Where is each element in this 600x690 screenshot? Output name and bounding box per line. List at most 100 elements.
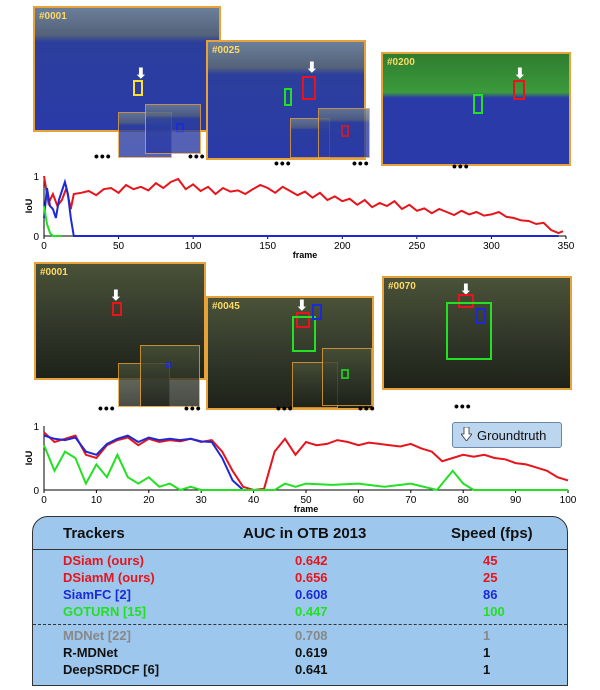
frame-number: #0200 [387,57,415,68]
speed-value: 1 [483,662,491,677]
auc-value: 0.641 [295,662,328,677]
table-row: SiamFC [2] 0.608 86 [33,587,567,604]
ellipsis: ••• [98,400,116,416]
x-tick-label: 200 [334,241,351,252]
speed-value: 25 [483,570,498,585]
iou-plot-top: 0 50 100 150 200 250 300 350 0 1 frame IoU [0,170,600,262]
auc-value: 0.642 [295,553,328,568]
groundtruth-arrow-icon: ⬇ [135,65,147,81]
auc-value: 0.447 [295,604,328,619]
frame-number: #0001 [40,267,68,278]
groundtruth-arrow-icon: ⬇ [306,59,318,75]
auc-value: 0.708 [295,628,328,643]
y-tick-label: 0 [33,486,39,497]
x-tick-label: 300 [483,241,500,252]
bounding-box [458,294,474,308]
group-divider [33,624,567,625]
x-tick-label: 350 [558,241,575,252]
y-tick-label: 1 [33,422,39,433]
bounding-box [312,304,322,320]
bounding-box [341,125,349,137]
tracker-name: GOTURN [15] [63,604,147,619]
y-axis-label: IoU [24,451,34,466]
x-tick-label: 100 [560,495,577,506]
x-tick-label: 30 [196,495,208,506]
table-row: R-MDNet 0.619 1 [33,645,567,662]
col-header-speed: Speed (fps) [451,525,533,542]
ellipsis: ••• [274,155,292,171]
bounding-box [513,80,525,100]
frame-panel-bottom-2-sub2 [322,348,372,406]
bounding-box [292,316,316,352]
groundtruth-arrow-icon: ⬇ [514,65,526,81]
col-header-trackers: Trackers [63,525,125,542]
auc-value: 0.608 [295,587,328,602]
x-tick-label: 20 [143,495,155,506]
ellipsis: ••• [452,158,470,174]
table-row: DeepSRDCF [6] 0.641 1 [33,662,567,679]
y-axis-label: IoU [24,199,34,214]
frame-number: #0001 [39,11,67,22]
frame-panel-top-1: #0001 ⬇ [33,6,221,132]
frame-panel-top-1-sub2 [145,104,201,154]
iou-plot-bottom-svg: 0 10 20 30 40 50 60 70 80 90 100 0 1 frame IoU [24,422,577,514]
bounding-box [176,123,184,133]
x-tick-label: 150 [259,241,276,252]
frame-panel-top-3: #0200 ⬇ [381,52,571,166]
iou-plot-bottom: 0 10 20 30 40 50 60 70 80 90 100 0 1 frame IoU [0,418,600,518]
results-table: Trackers AUC in OTB 2013 Speed (fps) DSi… [32,516,568,686]
groundtruth-legend-label: Groundtruth [477,428,547,443]
x-tick-label: 60 [353,495,365,506]
frame-panel-bottom-3: #0070 ⬇ [382,276,572,390]
frame-number: #0070 [388,281,416,292]
ellipsis: ••• [358,400,376,416]
x-tick-label: 40 [248,495,260,506]
frame-panel-top-2-sub2 [318,108,370,158]
speed-value: 1 [483,628,491,643]
y-tick-label: 0 [33,232,39,243]
bounding-box [112,302,122,316]
x-tick-label: 100 [185,241,202,252]
groundtruth-arrow-icon: ⬇ [460,281,472,297]
auc-value: 0.619 [295,645,328,660]
ellipsis: ••• [184,400,202,416]
x-axis-label: frame [294,504,319,514]
x-tick-label: 0 [41,495,47,506]
x-tick-label: 50 [113,241,125,252]
tracker-name: MDNet [22] [63,628,131,643]
tracker-name: SiamFC [2] [63,587,131,602]
groundtruth-arrow-icon: ⬇ [296,297,308,313]
ellipsis: ••• [454,398,472,414]
iou-plot-top-svg: 0 50 100 150 200 250 300 350 0 1 frame IoU [24,172,575,260]
frame-number: #0045 [212,301,240,312]
blue-series-line [43,434,254,491]
x-tick-label: 70 [405,495,417,506]
table-row: GOTURN [15] 0.447 100 [33,604,567,621]
col-header-auc: AUC in OTB 2013 [243,525,367,542]
ellipsis: ••• [94,148,112,164]
ellipsis: ••• [276,400,294,416]
bounding-box [296,312,310,328]
groundtruth-legend: Groundtruth [452,422,562,448]
x-tick-label: 90 [510,495,522,506]
ellipsis: ••• [352,155,370,171]
auc-value: 0.656 [295,570,328,585]
table-row: DSiamM (ours) 0.656 25 [33,570,567,587]
x-tick-label: 80 [458,495,470,506]
blue-series-line [43,178,559,237]
x-tick-label: 10 [91,495,103,506]
speed-value: 86 [483,587,498,602]
green-series-line [43,444,568,492]
bounding-box [302,76,316,100]
red-series-line [43,431,569,492]
bounding-box [341,369,349,379]
tracker-name: R-MDNet [63,645,118,660]
speed-value: 45 [483,553,498,568]
speed-value: 1 [483,645,491,660]
frame-panel-bottom-1-sub2 [140,345,200,407]
green-series-line [43,205,62,237]
x-tick-label: 0 [41,241,47,252]
tracker-name: DSiamM (ours) [63,570,155,585]
bounding-box [473,94,483,114]
table-row: MDNet [22] 0.708 1 [33,628,567,645]
